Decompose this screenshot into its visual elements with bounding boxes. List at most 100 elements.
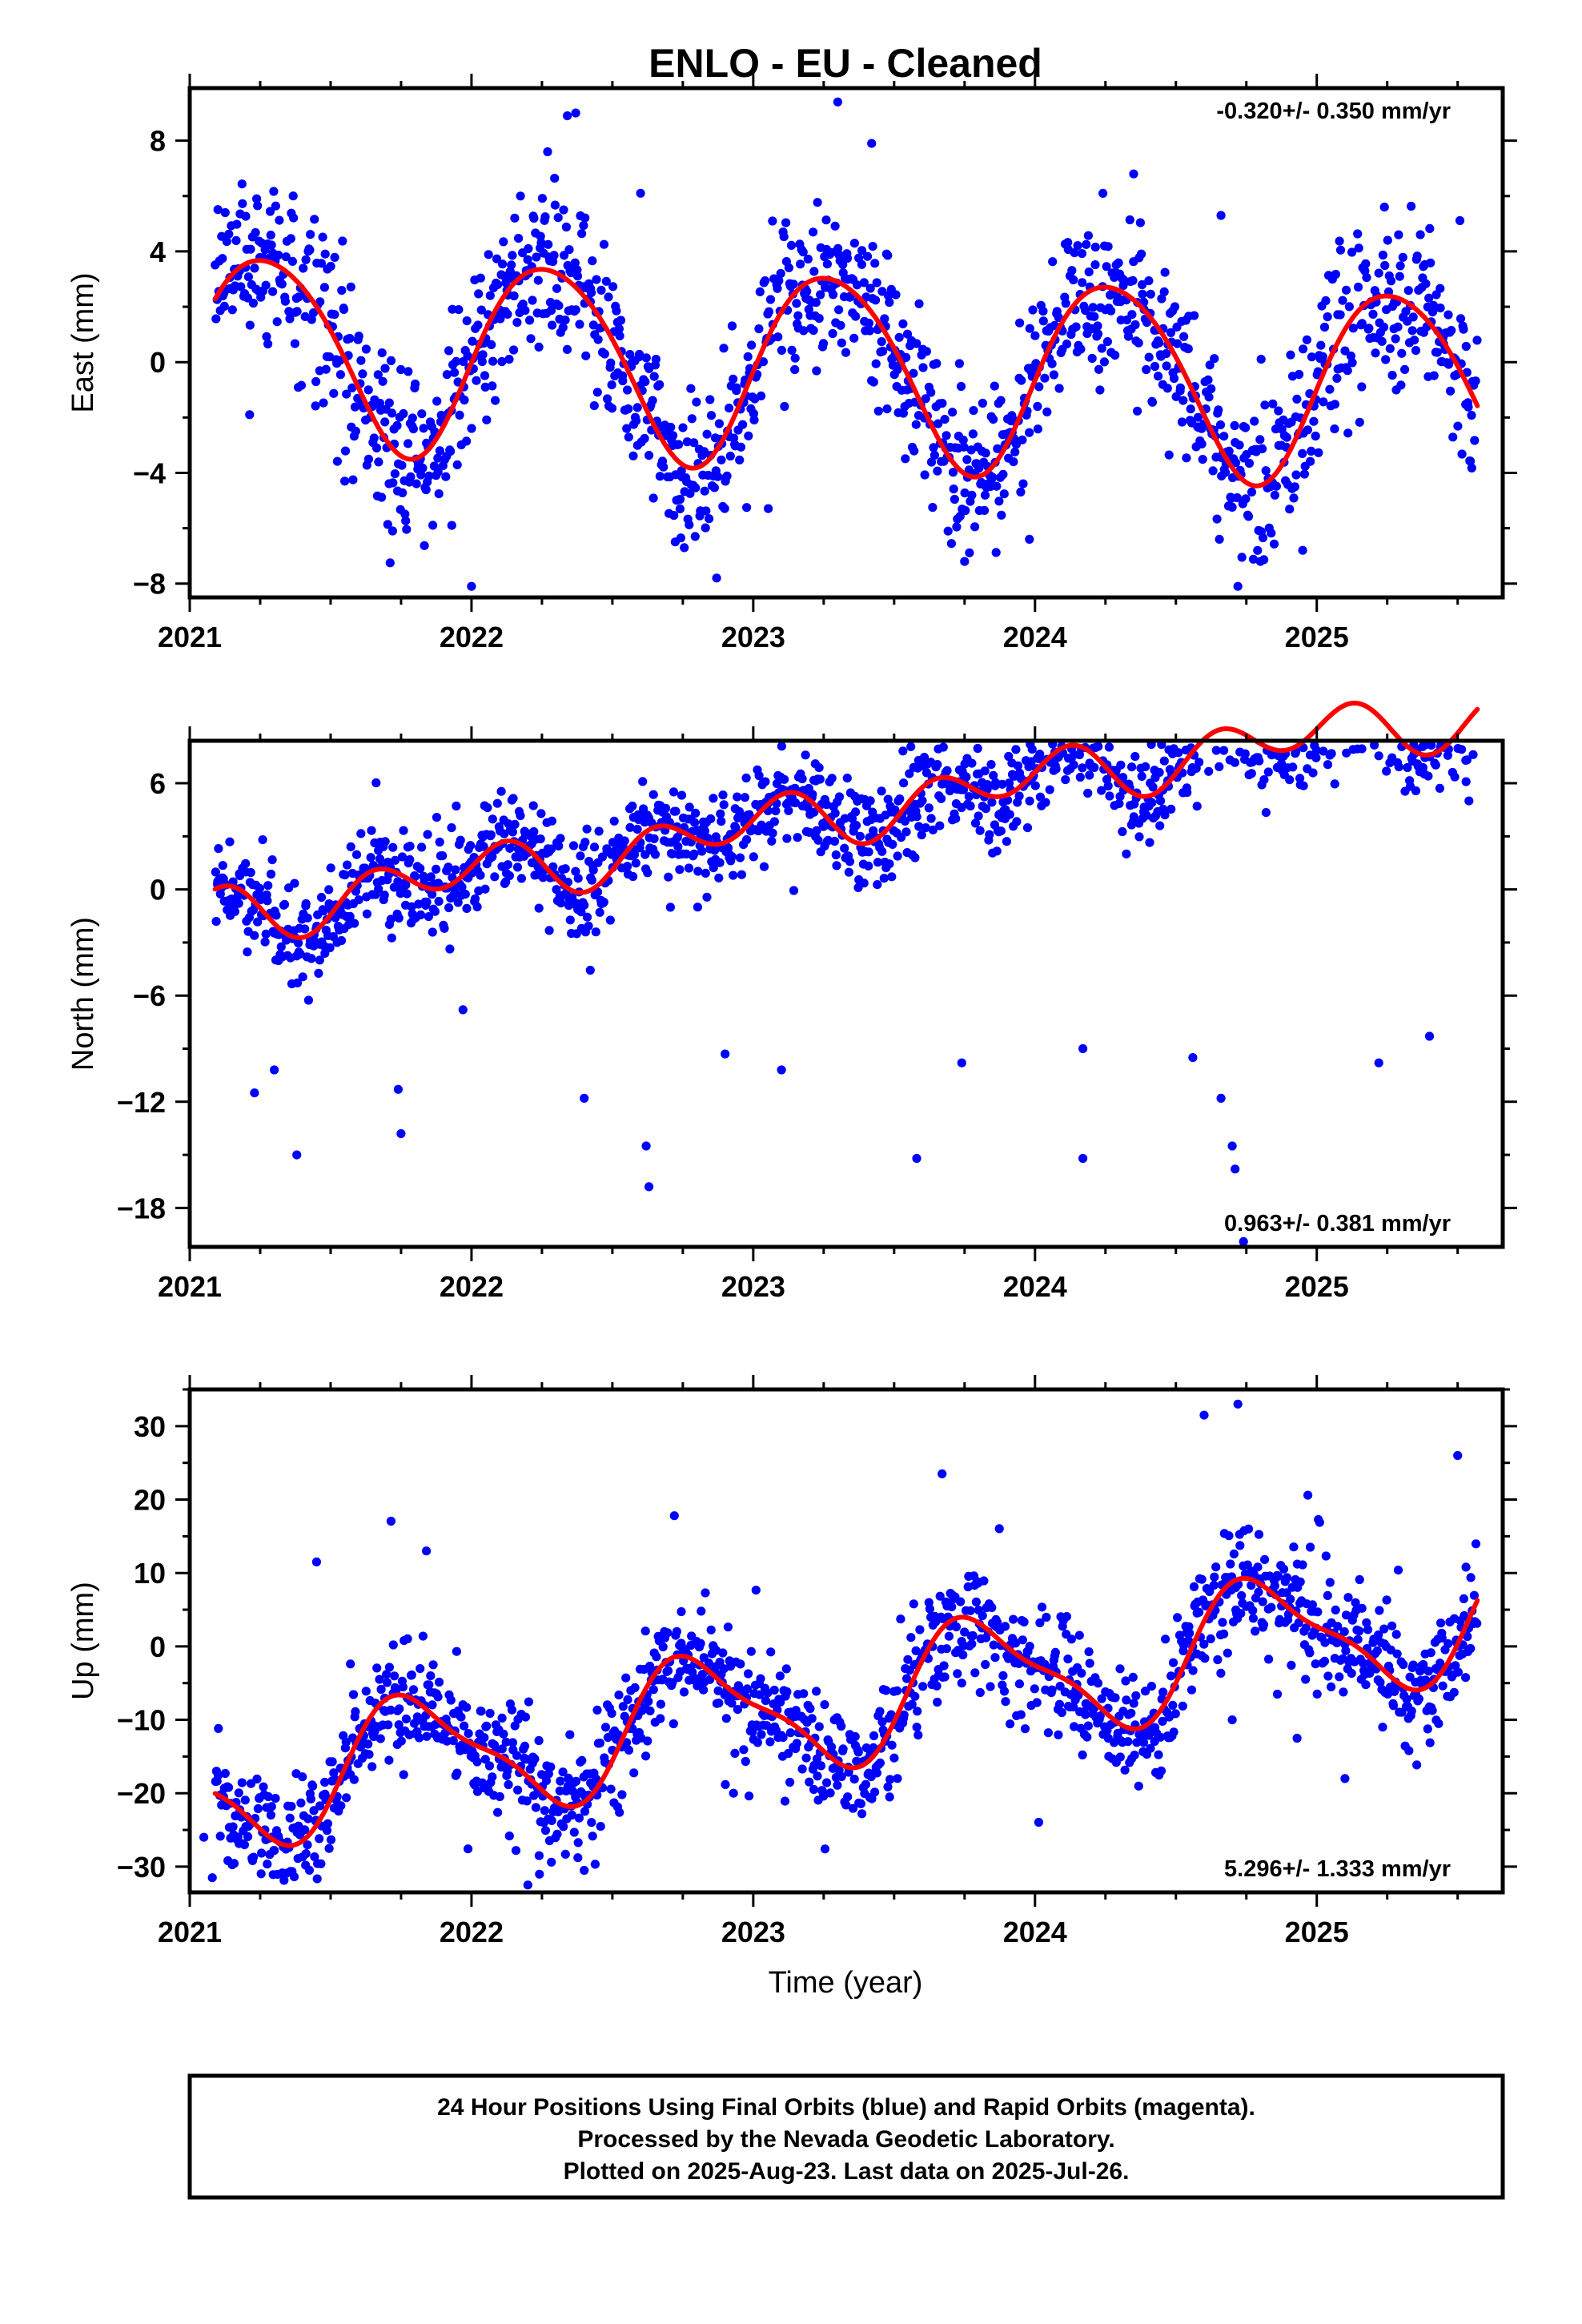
data-point — [799, 326, 809, 336]
data-point — [419, 424, 428, 433]
data-point — [606, 1784, 616, 1794]
data-point — [851, 821, 861, 830]
data-point — [780, 401, 789, 412]
data-point — [345, 333, 355, 344]
data-point — [1287, 1660, 1296, 1670]
data-point — [1459, 1594, 1468, 1603]
data-point — [782, 834, 792, 843]
x-tick-label: 2024 — [1003, 1916, 1067, 1948]
data-point — [898, 319, 908, 328]
data-point — [623, 1695, 632, 1704]
data-point — [510, 213, 520, 223]
data-point — [928, 503, 938, 513]
data-point — [1204, 392, 1214, 402]
data-point — [736, 442, 746, 452]
data-point — [435, 837, 444, 847]
y-tick-label: −8 — [133, 568, 166, 601]
data-point — [375, 398, 385, 408]
data-point — [615, 331, 624, 340]
data-point — [1468, 750, 1478, 759]
data-point — [1431, 760, 1440, 770]
data-point — [980, 490, 990, 500]
data-point — [228, 1822, 238, 1831]
data-point — [1279, 1564, 1289, 1574]
data-point — [1361, 1680, 1371, 1690]
data-point — [520, 1712, 531, 1722]
data-point — [1427, 1706, 1437, 1715]
data-point — [643, 868, 652, 878]
data-point — [1240, 749, 1250, 758]
data-point — [1018, 1635, 1027, 1645]
data-point — [300, 924, 310, 934]
data-point — [909, 1599, 918, 1609]
data-point — [1090, 243, 1100, 252]
data-point — [967, 490, 977, 500]
data-point — [560, 316, 570, 325]
data-point — [1002, 837, 1011, 846]
data-point — [898, 408, 908, 418]
data-point — [663, 1666, 673, 1675]
data-point — [1341, 1646, 1351, 1655]
data-point — [699, 1685, 709, 1695]
data-point — [441, 472, 451, 481]
data-point — [768, 216, 777, 226]
data-point — [1382, 1595, 1391, 1605]
data-point — [842, 253, 853, 263]
data-point — [516, 874, 527, 883]
data-point — [1178, 1701, 1187, 1711]
data-point — [324, 885, 334, 895]
data-point — [1343, 1593, 1353, 1602]
data-point — [350, 919, 359, 928]
data-point — [332, 456, 342, 466]
x-tick-label: 2024 — [1003, 1270, 1067, 1303]
up-y-axis-label: Up (mm) — [66, 1582, 100, 1700]
data-point — [1461, 341, 1471, 352]
data-point — [252, 1774, 262, 1784]
data-point — [1020, 1724, 1030, 1734]
data-point — [1259, 775, 1269, 785]
data-point — [1244, 458, 1255, 468]
data-point — [1248, 1614, 1258, 1623]
data-point — [1078, 278, 1087, 287]
data-point — [1250, 416, 1259, 426]
data-point — [877, 337, 886, 347]
data-point — [888, 839, 897, 849]
data-point — [516, 810, 525, 821]
data-point — [933, 760, 942, 770]
data-point — [894, 332, 904, 342]
data-point — [266, 869, 276, 879]
data-point — [211, 867, 220, 877]
data-point — [757, 391, 766, 400]
data-point — [1391, 334, 1400, 344]
data-point — [1381, 355, 1391, 364]
data-point — [722, 471, 732, 481]
data-point — [1094, 364, 1104, 374]
data-point — [1137, 249, 1146, 259]
data-point — [290, 339, 299, 348]
data-point — [1037, 1602, 1047, 1612]
data-point — [390, 469, 400, 479]
data-point — [376, 1684, 386, 1695]
data-point — [709, 794, 718, 803]
data-point — [1099, 357, 1109, 367]
data-point — [614, 1691, 624, 1700]
data-point — [512, 318, 522, 328]
data-point — [1168, 1700, 1178, 1710]
data-point — [821, 215, 831, 225]
outlier-point — [1078, 1153, 1088, 1164]
data-point — [573, 1853, 583, 1863]
data-point — [767, 836, 777, 846]
outlier-point — [1239, 1236, 1248, 1246]
data-point — [740, 793, 750, 802]
data-point — [847, 814, 857, 823]
data-point — [1253, 1562, 1263, 1572]
data-point — [488, 356, 498, 366]
data-point — [488, 1772, 497, 1782]
data-point — [764, 504, 773, 513]
data-point — [380, 837, 390, 846]
data-point — [857, 259, 866, 269]
data-point — [1331, 269, 1340, 279]
data-point — [962, 772, 971, 782]
data-point — [230, 907, 239, 916]
data-point — [889, 1753, 899, 1763]
